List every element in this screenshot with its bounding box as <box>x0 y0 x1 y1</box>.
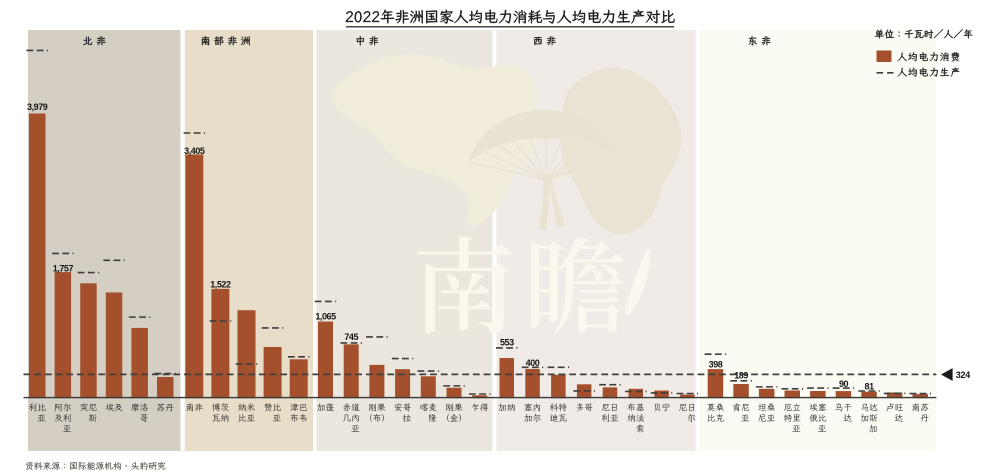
svg-text:189: 189 <box>734 371 748 381</box>
svg-text:81: 81 <box>865 381 875 391</box>
svg-text:400: 400 <box>526 358 540 368</box>
svg-text:745: 745 <box>344 332 358 342</box>
svg-text:1,522: 1,522 <box>210 280 231 290</box>
svg-text:1,757: 1,757 <box>53 264 74 274</box>
svg-text:324: 324 <box>956 370 970 380</box>
svg-text:90: 90 <box>839 379 849 389</box>
svg-text:3,405: 3,405 <box>184 146 205 156</box>
svg-text:398: 398 <box>709 360 723 370</box>
svg-text:553: 553 <box>500 338 514 348</box>
svg-text:1,065: 1,065 <box>315 312 336 322</box>
svg-text:3,979: 3,979 <box>27 102 48 112</box>
